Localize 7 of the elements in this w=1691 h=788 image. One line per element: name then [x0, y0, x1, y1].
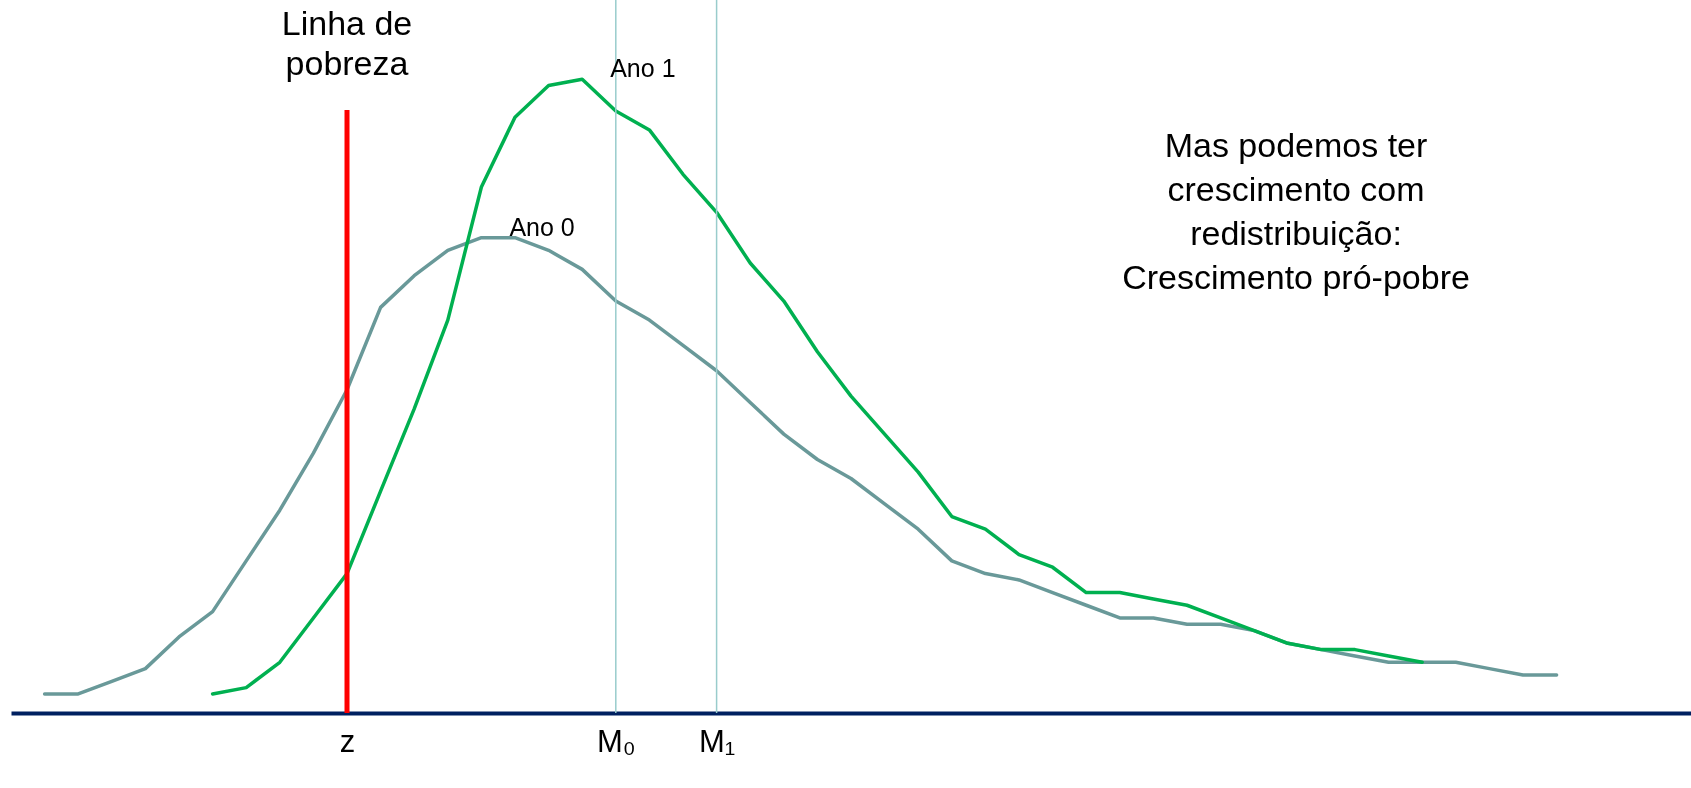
series-label: Ano 0 [509, 212, 575, 241]
x-tick-label: M₁ [698, 723, 736, 759]
series-label: Ano 1 [610, 54, 676, 83]
ref-line-label: Linha de pobreza [281, 4, 413, 82]
x-tick-label: z [339, 723, 356, 759]
annotation: Mas podemos ter crescimento com redistribuição: Crescimento pró-pobre [1122, 126, 1470, 296]
x-tick-label: M₀ [596, 723, 636, 759]
